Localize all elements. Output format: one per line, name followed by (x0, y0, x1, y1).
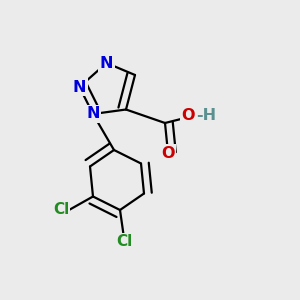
Text: N: N (100, 56, 113, 70)
Text: Cl: Cl (53, 202, 69, 217)
Text: N: N (86, 106, 100, 122)
Text: Cl: Cl (116, 234, 133, 249)
Text: O: O (182, 108, 195, 123)
Text: N: N (73, 80, 86, 94)
Text: -H: -H (196, 108, 217, 123)
Text: O: O (161, 146, 175, 160)
